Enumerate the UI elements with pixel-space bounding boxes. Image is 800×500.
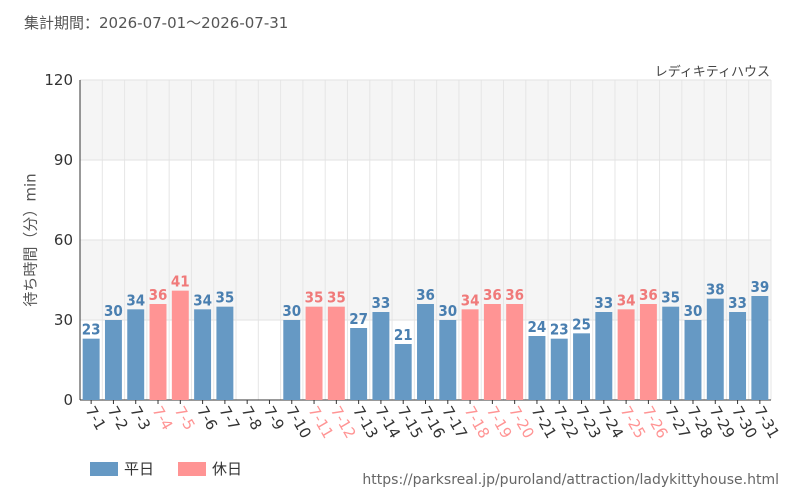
bar-7-26 [639,304,657,400]
data-label-7-15: 21 [394,326,413,344]
bar-7-22 [550,338,568,400]
data-label-7-22: 23 [550,321,569,339]
legend-weekday-swatch [90,461,118,476]
legend-weekday-label: 平日 [124,460,155,478]
period-label: 集計期間：2026-07-01～2026-07-31 [24,14,289,32]
bar-7-15 [394,344,412,400]
bar-7-19 [483,304,501,400]
x-tick-label-7-2: 7-2 [104,403,132,433]
bar-7-17 [439,320,457,400]
data-label-7-4: 36 [149,286,168,304]
bar-7-10 [283,320,301,400]
bar-7-11 [305,306,323,400]
x-tick-label-7-9: 7-9 [260,403,288,433]
data-label-7-14: 33 [372,294,391,312]
legend-holiday-swatch [178,461,207,476]
x-tick-label-7-7: 7-7 [215,403,243,433]
bar-7-20 [506,304,524,400]
bar-7-27 [662,306,680,400]
legend: 平日 休日 [90,458,266,479]
data-label-7-10: 30 [282,302,301,320]
data-label-7-5: 41 [171,273,190,291]
attraction-name: レディキティハウス [654,65,770,80]
bar-7-21 [528,336,546,400]
plot-band [80,160,771,240]
source-url: https://parksreal.jp/puroland/attraction… [362,472,779,488]
data-label-7-29: 38 [706,281,725,299]
bar-7-7 [216,306,234,400]
data-label-7-19: 36 [483,286,502,304]
y-tick-label: 60 [54,231,73,249]
data-label-7-12: 35 [327,289,346,307]
legend-holiday-label: 休日 [212,460,243,478]
bar-7-5 [171,290,189,400]
data-label-7-16: 36 [416,286,435,304]
data-label-7-21: 24 [528,318,547,336]
x-tick-label-7-5: 7-5 [171,403,199,433]
y-tick-label: 30 [54,311,73,329]
bar-7-16 [417,304,434,400]
data-label-7-27: 35 [661,289,680,307]
bar-7-12 [327,306,345,400]
x-tick-label-7-4: 7-4 [149,403,177,433]
data-label-7-25: 34 [617,291,636,309]
bar-7-1 [82,338,100,400]
y-tick-label: 0 [63,391,73,409]
bar-7-13 [350,328,368,400]
data-label-7-13: 27 [349,310,368,328]
data-label-7-23: 25 [572,315,591,333]
data-label-7-6: 34 [193,291,212,309]
data-label-7-1: 23 [82,321,101,339]
data-label-7-11: 35 [305,289,324,307]
bar-7-23 [573,333,591,400]
bar-7-31 [751,296,769,400]
y-tick-label: 120 [44,71,73,89]
legend-weekday: 平日 [90,458,154,479]
bar-7-18 [461,309,479,400]
bar-7-24 [595,312,613,400]
data-label-7-24: 33 [594,294,613,312]
bar-7-30 [729,312,747,400]
bar-7-25 [617,309,635,400]
bar-7-2 [104,320,122,400]
bar-7-28 [684,320,702,400]
x-tick-label-7-6: 7-6 [193,403,221,433]
bar-7-3 [127,309,145,400]
data-label-7-28: 30 [684,302,703,320]
bar-7-14 [372,312,390,400]
legend-holiday: 休日 [178,458,242,479]
data-label-7-3: 34 [126,291,145,309]
y-tick-label: 90 [54,151,73,169]
data-label-7-26: 36 [639,286,658,304]
data-label-7-7: 35 [215,289,234,307]
data-label-7-2: 30 [104,302,123,320]
data-label-7-18: 34 [461,291,480,309]
data-label-7-30: 33 [728,294,747,312]
bar-7-4 [149,304,167,400]
x-tick-label-7-1: 7-1 [82,403,110,433]
data-label-7-31: 39 [750,278,769,296]
plot-band [80,80,771,160]
bar-7-29 [706,298,724,400]
data-label-7-20: 36 [505,286,524,304]
x-tick-label-7-3: 7-3 [126,403,154,433]
data-label-7-17: 30 [438,302,457,320]
x-tick-label-7-8: 7-8 [238,403,266,433]
bar-7-6 [194,309,212,400]
